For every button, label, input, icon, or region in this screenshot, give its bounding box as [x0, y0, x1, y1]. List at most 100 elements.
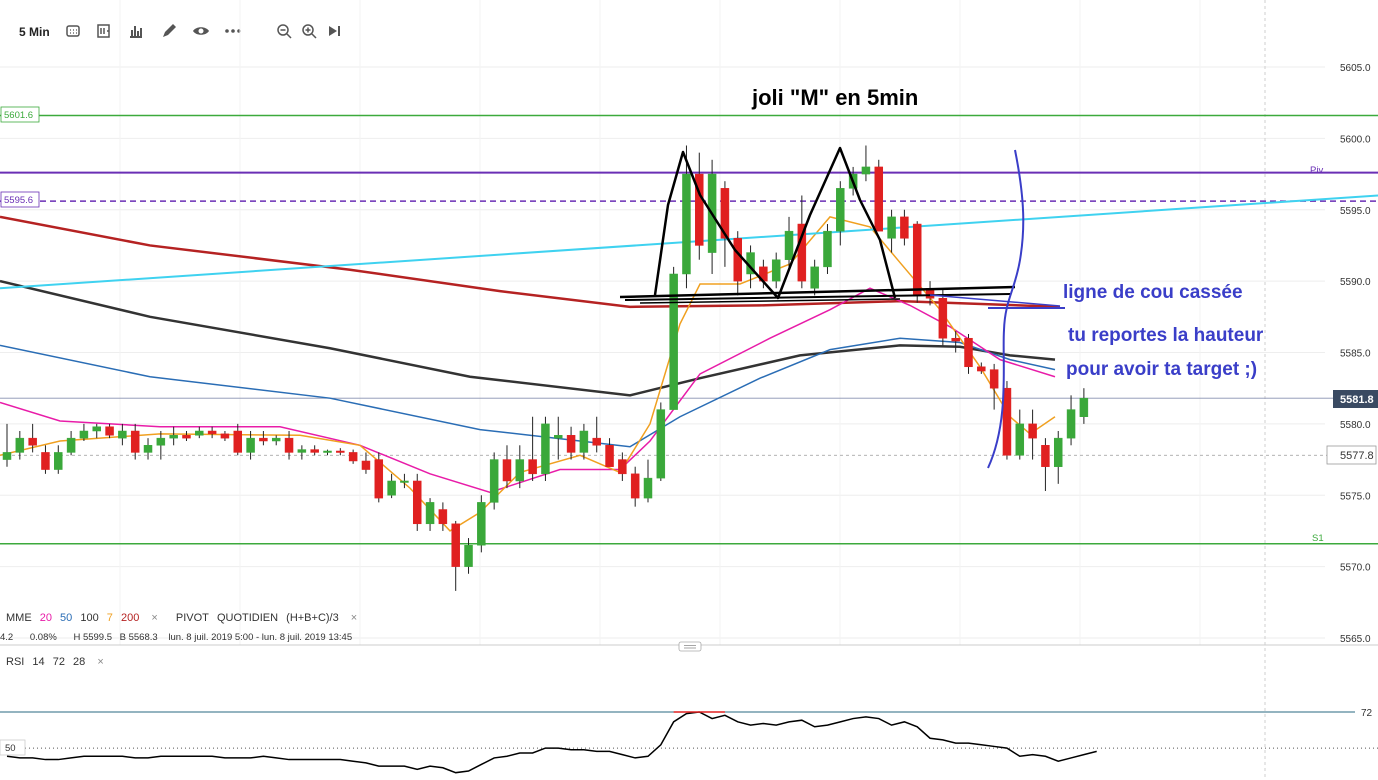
price-axis: 5605.0 5600.0 5595.0 5590.0 5585.0 5580.0 5575… — [1340, 63, 1371, 645]
candle-body — [1053, 437, 1063, 467]
candle-body — [284, 437, 294, 453]
candle-body — [156, 437, 166, 446]
candle-body — [195, 430, 204, 436]
neckline-drawing-1 — [619, 285, 1016, 299]
candle-body — [54, 452, 63, 470]
candle-body — [695, 173, 704, 246]
chart-type-icon[interactable] — [64, 22, 82, 40]
rsi-legend: RSI 14 72 28 × — [6, 656, 109, 668]
indicators-icon[interactable] — [95, 22, 113, 40]
pivot-legend-label: PIVOT — [175, 612, 209, 624]
candle-body — [810, 266, 819, 289]
candle-body — [592, 437, 601, 446]
mme100-label: 100 — [80, 612, 99, 624]
pivot-level-label: 5595.6 — [4, 195, 33, 206]
candle-body — [425, 502, 435, 525]
timeframe-selector[interactable]: 5 Min — [19, 25, 50, 39]
pivot-type-label: QUOTIDIEN — [216, 612, 279, 624]
candle-body — [515, 459, 525, 482]
candle-body — [118, 430, 127, 439]
candle-body — [900, 216, 909, 239]
candle-body — [771, 259, 781, 282]
mme-label: MME — [6, 612, 32, 624]
info-range: lun. 8 juil. 2019 5:00 - lun. 8 juil. 20… — [168, 632, 353, 643]
candle-body — [400, 480, 409, 483]
candle-body — [207, 430, 217, 435]
pivot-close-icon[interactable]: × — [350, 612, 358, 624]
moving-averages — [0, 215, 1061, 532]
candle-body — [618, 459, 627, 475]
candle-body — [579, 430, 589, 453]
candle-body — [271, 437, 281, 442]
r-level-label: 5601.6 — [4, 110, 33, 121]
candle-body — [720, 188, 730, 239]
mme-close-icon[interactable]: × — [151, 612, 158, 624]
mme50-label: 50 — [60, 612, 73, 624]
rsi-level-label: 72 — [1361, 708, 1373, 719]
candle-body — [169, 435, 178, 439]
annotation-neckline: ligne de cou cassée — [1063, 282, 1243, 303]
candle-body — [348, 452, 358, 462]
candle-body — [541, 423, 550, 475]
candle-body — [977, 366, 986, 372]
y-tick-label: 5585.0 — [1340, 349, 1371, 360]
candle-body — [682, 173, 691, 275]
candle-body — [477, 502, 486, 546]
cross-price-label: 5577.8 — [1340, 450, 1374, 462]
rsi-close-icon[interactable]: × — [97, 656, 104, 668]
annotation-target-2: pour avoir ta target ;) — [1066, 359, 1257, 380]
candle-body — [412, 480, 422, 525]
candle-body — [464, 544, 473, 567]
current-price-box — [1333, 390, 1378, 408]
candle-body — [643, 477, 653, 499]
candle-body — [233, 430, 243, 453]
info-change: 4.2 — [0, 632, 14, 643]
play-end-icon[interactable] — [325, 22, 343, 40]
piv-text: Piv — [1310, 165, 1323, 176]
zoom-out-icon[interactable] — [275, 22, 293, 40]
target-arrow-drawing — [987, 149, 1025, 469]
candle-body — [220, 433, 230, 439]
candle-body — [554, 435, 563, 439]
bar-chart-icon[interactable] — [127, 22, 145, 40]
info-low: B 5568.3 — [119, 632, 158, 643]
candle-body — [387, 480, 396, 496]
candle-body — [964, 337, 973, 368]
info-high: H 5599.5 — [73, 632, 112, 643]
y-tick-label: 5570.0 — [1340, 563, 1371, 574]
candle-body — [336, 450, 345, 453]
candle-body — [938, 298, 948, 339]
mme-legend: MME 20 50 100 7 200 × PIVOT QUOTIDIEN (H… — [6, 612, 362, 624]
zoom-in-icon[interactable] — [300, 22, 318, 40]
candle-body — [1015, 423, 1025, 456]
candle-body — [1066, 409, 1076, 439]
y-tick-label: 5580.0 — [1340, 420, 1371, 431]
s1-text: S1 — [1312, 533, 1324, 544]
candle-body — [823, 230, 832, 268]
panel-resize-handle[interactable] — [678, 641, 702, 652]
neckline-drawing-2 — [624, 293, 1011, 301]
candle-body — [630, 473, 640, 499]
mme200-line — [0, 215, 1061, 309]
candle-body — [297, 449, 307, 453]
candle-body — [566, 435, 576, 453]
candle-body — [79, 430, 89, 439]
r-level-box — [0, 106, 40, 123]
candle-body — [28, 437, 37, 446]
candle-body — [2, 452, 12, 460]
pivot-level-box — [0, 191, 40, 208]
info-pct: 0.08% — [29, 632, 57, 643]
candle-body — [887, 216, 896, 239]
candle-body — [1028, 423, 1037, 439]
pencil-icon[interactable] — [160, 22, 178, 40]
eye-icon[interactable] — [192, 22, 210, 40]
annotation-target-1: tu reportes la hauteur — [1068, 325, 1264, 346]
candle-body — [323, 450, 332, 453]
mme20-line — [0, 287, 1056, 494]
neckline-drawing-3 — [639, 298, 901, 304]
y-tick-label: 5590.0 — [1340, 277, 1371, 288]
y-tick-label: 5575.0 — [1340, 491, 1371, 502]
mme20-label: 20 — [39, 612, 52, 624]
candle-body — [656, 409, 666, 479]
